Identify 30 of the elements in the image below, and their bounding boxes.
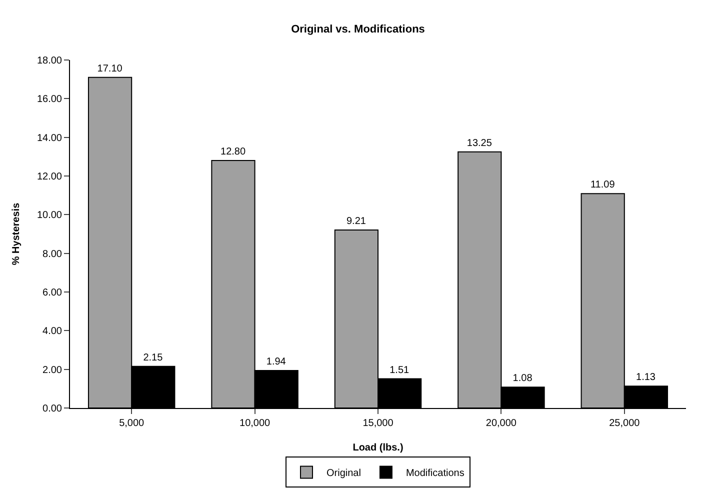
x-axis-title: Load (lbs.) [352,442,404,454]
data-label: 11.09 [590,180,616,191]
x-tick-label: 15,000 [362,418,394,429]
x-tick-label: 20,000 [486,418,517,429]
data-label: 1.51 [390,364,410,376]
y-tick-label: 10.00 [36,210,62,222]
y-tick-label: 6.00 [42,288,62,298]
data-label: 9.21 [346,216,366,227]
y-tick-label: 4.00 [42,326,62,338]
data-label: 12.80 [220,146,246,158]
data-label: 13.25 [466,138,492,149]
legend-label: Modifications [406,468,464,480]
x-tick-label: 5,000 [119,418,145,429]
legend-label: Original [326,468,361,480]
data-label: 17.10 [97,63,123,74]
y-tick-label: 18.00 [36,56,62,66]
data-label: 1.94 [266,356,286,368]
y-tick-label: 2.00 [42,364,62,376]
y-tick-label: 14.00 [36,132,62,144]
x-tick-label: 25,000 [609,418,640,429]
chart-title: Original vs. Modifications [291,24,425,36]
y-axis-title: % Hysteresis [10,202,22,266]
data-label: 1.13 [636,372,656,384]
y-tick-label: 12.00 [36,172,62,182]
x-tick-label: 10,000 [240,418,271,429]
data-label: 1.08 [512,373,533,384]
y-tick-label: 8.00 [42,248,62,260]
y-tick-label: 16.00 [36,94,62,106]
data-label: 2.15 [143,352,164,364]
y-tick-label: 0.00 [42,404,62,414]
